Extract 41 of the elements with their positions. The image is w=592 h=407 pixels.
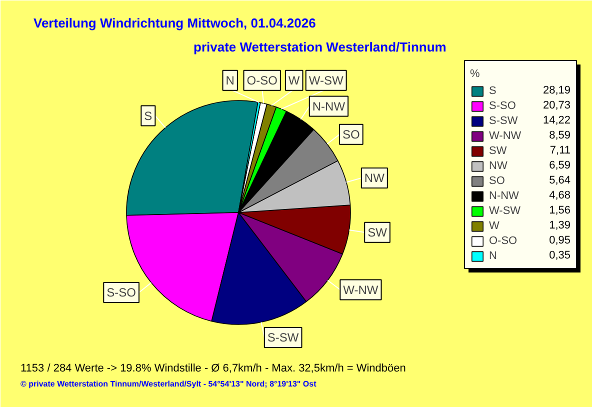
data-label: 28,19 (542, 84, 571, 96)
slice-label: S (144, 108, 152, 123)
chart-title: Verteilung Windrichtung Mittwoch, 01.04.2026 (34, 16, 316, 30)
slice-label: N (226, 73, 234, 88)
legend-label: O-SO (489, 235, 518, 247)
data-label: 14,22 (542, 114, 571, 126)
legend-label: W-SW (489, 205, 521, 217)
data-label: 8,59 (549, 130, 571, 142)
chart-subtitle: private Wetterstation Westerland/Tinnum (194, 40, 446, 54)
legend-label: W (489, 220, 500, 232)
text: © private Wetterstation Tinnum/Westerland/Sylt - 54°54'13" Nord; 8°19'13" Ost (20, 380, 317, 388)
slice-label: W-NW (343, 282, 379, 297)
text: 1153 / 284 Werte -> 19.8% Windstille - Ø 6,7km/h - Max. 32,5km/h = Windböen (20, 362, 406, 374)
legend-label: SO (489, 175, 505, 187)
legend-label: S (489, 85, 496, 97)
data-label: 1,39 (549, 220, 571, 232)
data-label: 5,64 (549, 174, 571, 186)
legend-label: N-NW (489, 190, 519, 202)
data-label: 0,95 (549, 234, 571, 246)
data-label: 20,73 (542, 100, 571, 112)
slice-label: O-SO (246, 73, 278, 88)
legend-title: % (470, 68, 481, 80)
slice-label: NW (364, 170, 386, 185)
legend-label: W-NW (489, 130, 522, 142)
slice-label: S-SO (106, 286, 136, 300)
data-label: 7,11 (550, 144, 570, 156)
slice-label: W (288, 73, 300, 88)
slice-label: N-NW (312, 99, 346, 114)
slice-label: S-SW (267, 330, 300, 345)
slice-label: SW (368, 225, 388, 240)
data-label: 6,59 (549, 160, 571, 172)
data-label: 1,56 (549, 204, 571, 216)
legend-label: N (489, 250, 497, 262)
slice-label: W-SW (308, 73, 344, 88)
legend-label: NW (489, 160, 508, 172)
legend-label: S-SO (489, 100, 516, 112)
slice-label: SO (342, 127, 360, 142)
data-label: 0,35 (549, 250, 571, 262)
data-label: 4,68 (549, 190, 571, 202)
legend-label: S-SW (489, 115, 518, 127)
legend-label: SW (489, 145, 507, 157)
